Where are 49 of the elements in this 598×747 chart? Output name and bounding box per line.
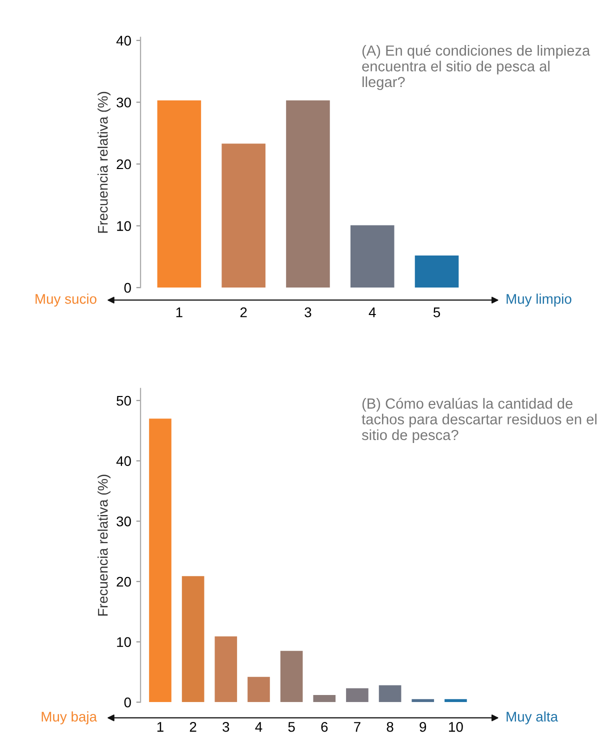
x-tick-label: 6 [321, 722, 328, 732]
x-tick-label: 4 [255, 722, 262, 732]
bar [182, 576, 204, 702]
bar [414, 255, 459, 288]
y-tick-label: 50 [116, 396, 131, 406]
x-tick-label: 7 [354, 722, 360, 732]
x-tick-label: 3 [304, 307, 312, 318]
text: Muy limpio [506, 294, 572, 307]
text: (A) En qué condiciones de limpieza encuentra el sitio de pesca al llegar? [362, 44, 590, 90]
y-tick-label: 0 [124, 282, 131, 293]
x-tick-label: 1 [176, 308, 182, 318]
x-tick-label: 3 [222, 722, 230, 732]
x-tick-label: 10 [449, 722, 463, 732]
bar [157, 100, 202, 288]
text: Muy sucio [36, 294, 96, 307]
x-tick-label: 5 [288, 722, 295, 732]
bar [280, 650, 303, 702]
y-tick-label: 40 [116, 456, 131, 466]
y-tick-label: 40 [116, 36, 131, 46]
bar [378, 685, 402, 702]
y-tick-label: 30 [116, 516, 131, 526]
bar [444, 699, 467, 702]
bar [412, 699, 434, 702]
x-tick-label: 2 [190, 722, 196, 732]
x-tick-label: 8 [386, 722, 394, 732]
text: (B) Cómo evalúas la cantidad de tachos para descartar residuos en el sitio de pesca? [362, 398, 596, 444]
text: Muy baja [42, 711, 97, 724]
bar [222, 144, 266, 288]
x-tick-label: 9 [420, 722, 426, 732]
y-tick-label: 0 [124, 698, 131, 708]
y-axis-title: Frecuencia relativa (%) [98, 474, 110, 616]
y-tick-label: 10 [117, 637, 131, 648]
x-tick-label: 5 [433, 308, 440, 318]
x-tick-label: 4 [368, 308, 376, 318]
text: Muy alta [506, 711, 558, 724]
bar [286, 100, 330, 288]
bar [350, 225, 394, 288]
bar [346, 688, 368, 702]
y-tick-label: 20 [116, 159, 131, 170]
y-tick-label: 20 [116, 576, 131, 587]
bar [313, 694, 336, 702]
y-axis-title: Frecuencia relativa (%) [98, 92, 110, 233]
bar [149, 418, 172, 702]
bar [248, 676, 270, 702]
y-tick-label: 10 [117, 221, 131, 231]
bar [214, 636, 238, 702]
x-tick-label: 2 [240, 307, 247, 318]
x-tick-label: 1 [157, 722, 164, 732]
y-tick-label: 30 [116, 98, 131, 108]
